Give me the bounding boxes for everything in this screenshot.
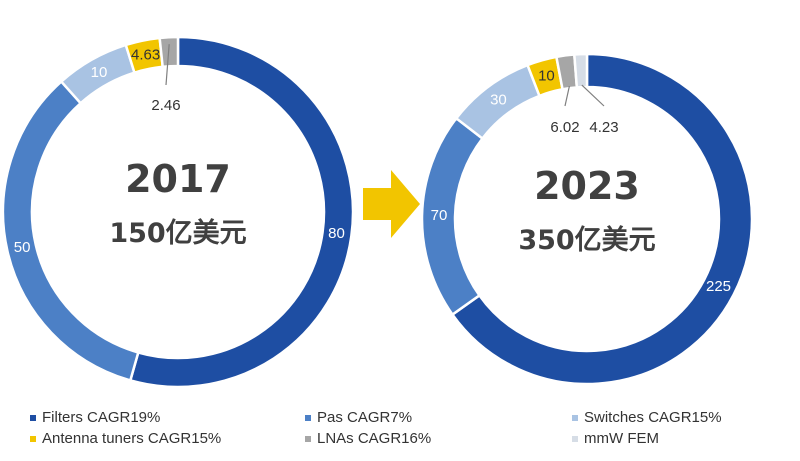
legend-item-antenna-tuners: Antenna tuners CAGR15% [30,430,221,447]
legend-label-antenna-tuners: Antenna tuners CAGR15% [42,430,222,447]
data-label-lnas: 2.46 [151,97,180,114]
donut-slice-mmw-fem [572,52,589,89]
data-label-pas: 50 [14,239,31,256]
legend-swatch-filters [30,414,36,421]
legend-swatch-antenna-tuners [30,435,36,442]
center-total-label: 350亿美元 [518,224,655,256]
center-year-label: 2023 [534,164,640,208]
legend-swatch-switches [572,414,578,421]
legend-item-pas: Pas CAGR7% [305,409,412,426]
data-label-antenna-tuners: 10 [538,68,555,85]
data-label-antenna-tuners: 4.63 [131,46,160,63]
data-label-pas: 70 [431,207,448,224]
center-total-label: 150亿美元 [109,217,246,249]
legend-item-lnas: LNAs CAGR16% [305,430,431,447]
legend-item-mmw-fem: mmW FEM [572,430,659,447]
legend-swatch-pas [305,414,311,421]
legend-label-switches: Switches CAGR15% [584,409,722,426]
donut-slice-filters [128,35,355,389]
leader-line-lnas [165,44,170,86]
legend-label-mmw-fem: mmW FEM [584,430,659,447]
donut-chart-2017: 80 50 10 4.63 2.46 2017 150亿美元 [1,35,355,389]
data-label-switches: 30 [490,91,507,108]
leader-line-mmw-fem [581,84,605,107]
legend-label-filters: Filters CAGR19% [42,409,161,426]
data-label-switches: 10 [91,64,108,81]
legend-label-pas: Pas CAGR7% [317,409,413,426]
legend-swatch-lnas [305,435,311,442]
donut-slice-filters [450,52,754,386]
legend-item-switches: Switches CAGR15% [572,409,722,426]
data-label-filters: 225 [706,278,731,295]
legend-label-lnas: LNAs CAGR16% [317,430,432,447]
data-label-lnas: 6.02 [550,119,579,136]
leader-line-lnas [564,86,570,107]
donut-chart-2023: 225 70 30 10 6.02 4.23 2023 350亿美元 [420,52,754,386]
growth-arrow-icon [363,170,420,238]
center-year-label: 2017 [125,157,231,201]
data-label-mmw-fem: 4.23 [589,119,618,136]
legend-swatch-mmw-fem [572,435,578,442]
legend: Filters CAGR19% Pas CAGR7% Switches CAGR… [30,409,790,455]
legend-item-filters: Filters CAGR19% [30,409,160,426]
data-label-filters: 80 [328,225,345,242]
